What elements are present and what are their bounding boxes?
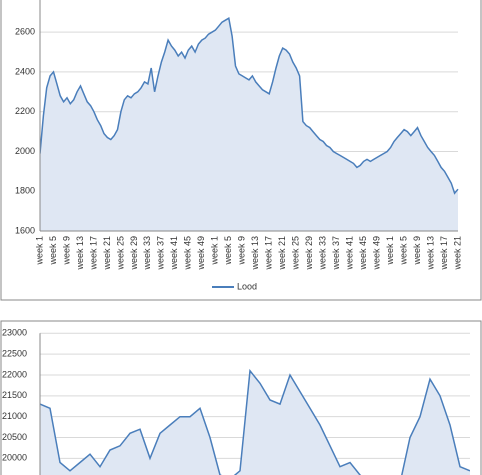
x-tick-label: week 29 <box>304 236 314 271</box>
x-tick-label: week 37 <box>156 236 166 271</box>
area <box>40 370 470 475</box>
y-tick-label: 22000 <box>2 369 27 379</box>
y-tick-label: 20500 <box>2 432 27 442</box>
plot <box>40 17 459 232</box>
x-tick-label: week 21 <box>102 236 112 271</box>
area <box>40 18 458 232</box>
x-tick-label: week 5 <box>223 236 233 266</box>
x-tick-label: week 5 <box>398 236 408 266</box>
panel-border <box>0 320 482 475</box>
x-tick-label: week 45 <box>183 236 193 271</box>
x-tick-label: week 5 <box>48 236 58 266</box>
x-tick-label: week 9 <box>412 236 422 266</box>
x-tick-label: week 17 <box>264 236 274 271</box>
y-tick-label: 21500 <box>2 390 27 400</box>
x-tick-label: week 41 <box>169 236 179 271</box>
y-tick-label: 23000 <box>2 328 27 338</box>
y-tick-label: 1800 <box>15 186 35 196</box>
x-tick-label: week 37 <box>331 236 341 271</box>
y-tick-label: 2600 <box>15 27 35 37</box>
x-tick-label: week 41 <box>345 236 355 271</box>
plot <box>40 368 470 475</box>
x-tick-label: week 1 <box>34 236 44 266</box>
x-tick-label: week 13 <box>425 236 435 271</box>
x-tick-label: week 21 <box>452 236 462 271</box>
x-tick-label: week 25 <box>291 236 301 271</box>
y-tick-label: 22500 <box>2 349 27 359</box>
y-tick-label: 2000 <box>15 146 35 156</box>
y-tick-label: 20000 <box>2 453 27 463</box>
x-tick-label: week 33 <box>318 236 328 271</box>
x-tick-label: week 9 <box>237 236 247 266</box>
y-tick-label: 21000 <box>2 411 27 421</box>
y-tick-label: 2400 <box>15 66 35 76</box>
x-tick-label: week 17 <box>439 236 449 271</box>
x-tick-label: week 17 <box>88 236 98 271</box>
x-tick-label: week 49 <box>371 236 381 271</box>
x-tick-label: week 13 <box>75 236 85 271</box>
line <box>40 368 470 475</box>
y-tick-label: 1600 <box>15 225 35 235</box>
x-tick-label: week 29 <box>129 236 139 271</box>
x-tick-label: week 25 <box>115 236 125 271</box>
x-tick-label: week 1 <box>210 236 220 266</box>
x-tick-label: week 1 <box>385 236 395 266</box>
panel-border <box>0 0 482 301</box>
x-tick-label: week 13 <box>250 236 260 271</box>
x-tick-label: week 49 <box>196 236 206 271</box>
legend-label: Lood <box>237 281 257 291</box>
y-tick-label: 2200 <box>15 106 35 116</box>
line <box>40 17 459 195</box>
x-tick-label: week 33 <box>142 236 152 271</box>
x-tick-label: week 21 <box>277 236 287 271</box>
x-tick-label: week 9 <box>61 236 71 266</box>
x-tick-label: week 45 <box>358 236 368 271</box>
